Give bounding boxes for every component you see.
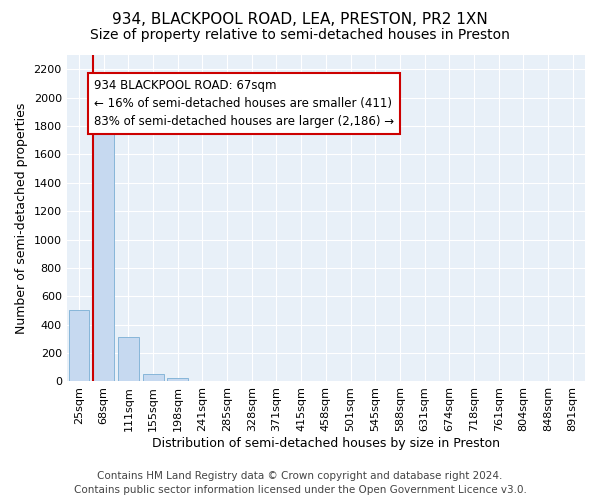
Text: Contains HM Land Registry data © Crown copyright and database right 2024.
Contai: Contains HM Land Registry data © Crown c… [74, 471, 526, 495]
Text: Size of property relative to semi-detached houses in Preston: Size of property relative to semi-detach… [90, 28, 510, 42]
Bar [118, 338, 139, 382]
Text: 934, BLACKPOOL ROAD, LEA, PRESTON, PR2 1XN: 934, BLACKPOOL ROAD, LEA, PRESTON, PR2 1… [112, 12, 488, 28]
Y-axis label: Number of semi-detached properties: Number of semi-detached properties [15, 102, 28, 334]
X-axis label: Distribution of semi-detached houses by size in Preston: Distribution of semi-detached houses by … [152, 437, 500, 450]
Bar [93, 132, 114, 382]
Bar [143, 374, 164, 382]
Bar [68, 310, 89, 382]
Text: 934 BLACKPOOL ROAD: 67sqm
← 16% of semi-detached houses are smaller (411)
83% of: 934 BLACKPOOL ROAD: 67sqm ← 16% of semi-… [94, 79, 394, 128]
Bar [167, 378, 188, 382]
